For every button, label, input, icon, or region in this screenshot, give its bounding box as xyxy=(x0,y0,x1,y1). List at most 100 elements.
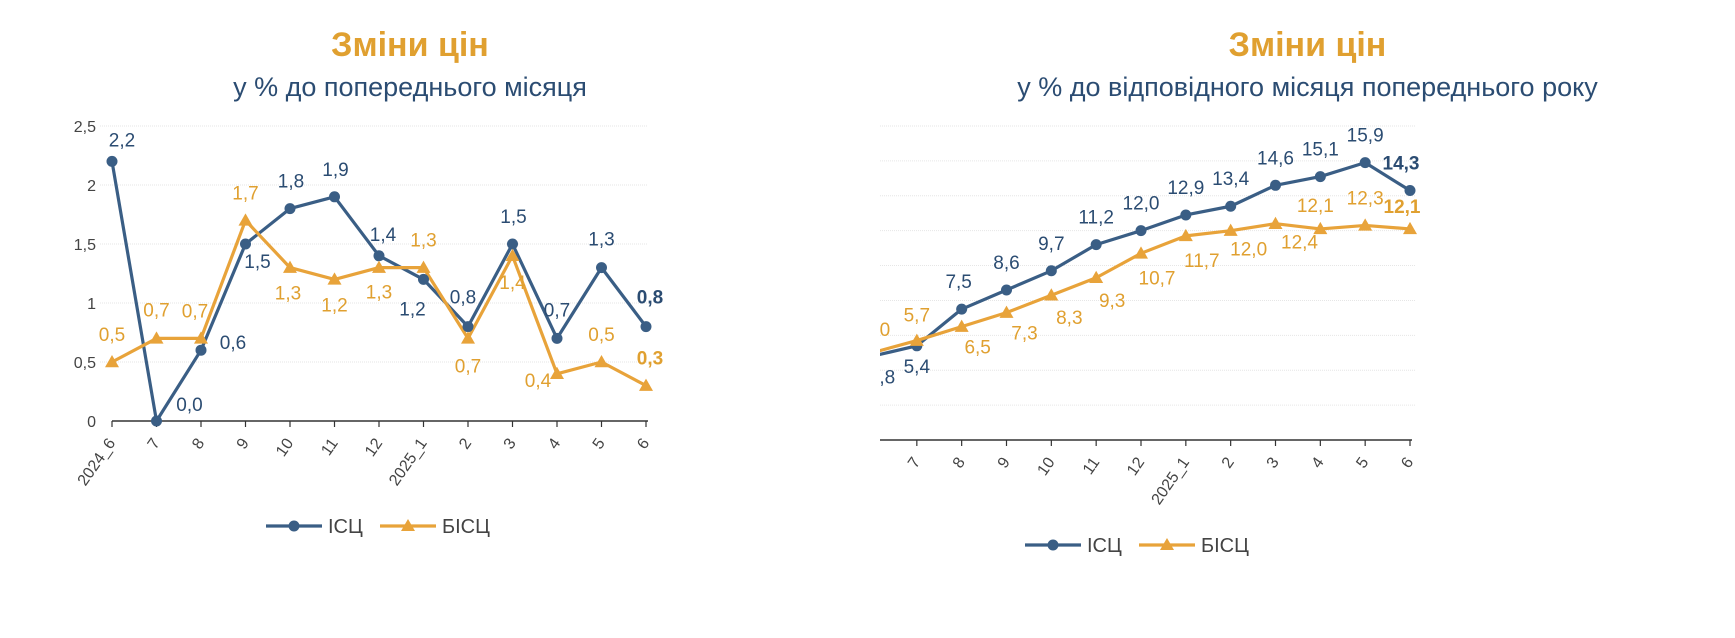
bisc-data-label: 1,7 xyxy=(232,183,258,204)
bisc-point xyxy=(194,331,208,344)
isc-data-label: 5,4 xyxy=(904,357,931,378)
bisc-point xyxy=(1223,223,1238,236)
bisc-point xyxy=(1178,228,1193,242)
bisc-data-label: 5,0 xyxy=(880,320,890,341)
bisc-point xyxy=(1089,270,1104,284)
legend-bisc-marker xyxy=(1160,538,1174,550)
bisc-data-label: 0,5 xyxy=(588,325,614,346)
legend-bisc-label: БІСЦ xyxy=(442,516,490,538)
x-tick-label: 8 xyxy=(950,454,969,471)
isc-data-label: 14,6 xyxy=(1257,148,1294,169)
isc-point xyxy=(1270,179,1281,191)
bisc-point xyxy=(1268,216,1283,229)
legend-isc-marker xyxy=(288,520,300,532)
x-tick-label: 12 xyxy=(1124,454,1148,478)
isc-point xyxy=(195,344,207,356)
isc-point xyxy=(329,191,340,203)
bisc-point xyxy=(1403,221,1417,235)
isc-data-label: 15,1 xyxy=(1302,140,1339,161)
isc-data-label: 14,3 xyxy=(1383,154,1420,175)
isc-data-label: 2,2 xyxy=(109,130,135,151)
bisc-point xyxy=(416,260,431,273)
bisc-data-label: 1,4 xyxy=(499,273,526,294)
bisc-data-label: 7,3 xyxy=(1011,324,1037,345)
bisc-point xyxy=(1044,288,1059,301)
bisc-data-label: 11,7 xyxy=(1184,251,1220,272)
x-tick-label: 11 xyxy=(1080,454,1104,477)
bisc-data-label: 1,3 xyxy=(410,231,436,252)
bisc-point xyxy=(149,331,164,344)
isc-point xyxy=(551,332,563,344)
bisc-data-label: 1,3 xyxy=(366,283,392,304)
isc-point xyxy=(1225,200,1237,212)
x-tick-label: 9 xyxy=(234,435,253,452)
isc-data-label: 1,5 xyxy=(500,207,526,228)
isc-data-label: 0,0 xyxy=(176,395,202,416)
bisc-data-label: 10,7 xyxy=(1139,268,1176,289)
y-tick-label: 1,5 xyxy=(74,237,96,254)
x-tick-label: 10 xyxy=(273,435,297,459)
isc-data-label: 11,2 xyxy=(1078,208,1114,229)
x-tick-label: 7 xyxy=(905,454,924,471)
x-tick-label: 8 xyxy=(189,435,208,452)
x-tick-label: 6 xyxy=(634,435,653,452)
isc-point xyxy=(1314,171,1326,183)
x-tick-label: 2024_6 xyxy=(75,435,120,489)
isc-point xyxy=(596,262,607,274)
x-tick-label: 11 xyxy=(318,435,342,458)
bisc-data-label: 0,7 xyxy=(143,300,169,321)
isc-point xyxy=(1180,209,1192,221)
isc-point xyxy=(1090,239,1102,251)
isc-data-label: 15,9 xyxy=(1347,126,1384,147)
isc-data-label: 8,6 xyxy=(993,253,1019,274)
chart-right: Зміни цін у % до відповідного місяця поп… xyxy=(880,0,1735,638)
isc-data-label: 1,5 xyxy=(244,252,270,273)
isc-point xyxy=(1135,225,1147,237)
x-tick-label: 6 xyxy=(1398,454,1417,471)
x-tick-label: 7 xyxy=(145,435,164,452)
isc-data-label: 1,9 xyxy=(322,160,348,181)
bisc-data-label: 12,4 xyxy=(1281,233,1318,254)
isc-data-label: 0,6 xyxy=(220,333,246,354)
chart-subtitle: у % до попереднього місяця xyxy=(233,72,587,102)
bisc-data-label: 0,5 xyxy=(99,325,125,346)
isc-point xyxy=(1001,284,1012,296)
isc-point xyxy=(1359,157,1371,169)
x-tick-label: 4 xyxy=(1309,454,1328,471)
bisc-data-label: 1,3 xyxy=(275,284,301,305)
bisc-data-label: 9,3 xyxy=(1099,291,1125,312)
bisc-data-label: 12,1 xyxy=(1297,196,1334,217)
x-tick-label: 9 xyxy=(995,454,1014,471)
isc-point xyxy=(640,321,652,333)
isc-data-label: 9,7 xyxy=(1038,234,1064,255)
legend-isc-label: ІСЦ xyxy=(1087,535,1122,557)
bisc-data-label: 12,3 xyxy=(1347,188,1384,209)
isc-point xyxy=(1404,185,1416,197)
bisc-point xyxy=(505,248,520,262)
bisc-point xyxy=(594,355,609,368)
bisc-data-label: 12,0 xyxy=(1230,240,1267,261)
x-tick-label: 5 xyxy=(1353,454,1372,471)
x-tick-label: 3 xyxy=(501,435,520,452)
isc-data-label: 7,5 xyxy=(945,272,971,293)
legend-isc-marker xyxy=(1047,539,1059,551)
y-tick-label: 2 xyxy=(87,178,96,195)
x-tick-label: 4 xyxy=(545,435,564,452)
bisc-data-label: 0,7 xyxy=(455,356,481,377)
isc-point xyxy=(507,238,518,250)
legend-bisc-marker xyxy=(401,519,415,531)
x-tick-label: 12 xyxy=(362,435,386,459)
isc-data-label: 1,8 xyxy=(278,172,304,193)
isc-point xyxy=(418,273,429,285)
isc-point xyxy=(1045,265,1057,277)
isc-data-label: 1,2 xyxy=(399,299,425,320)
bisc-point xyxy=(238,213,253,226)
chart-title: Зміни цін xyxy=(1228,26,1387,64)
y-tick-label: 1 xyxy=(87,296,96,313)
x-tick-label: 2 xyxy=(1219,454,1238,471)
x-tick-label: 2025_1 xyxy=(1149,454,1194,508)
bisc-point xyxy=(909,333,924,346)
bisc-data-label: 0,3 xyxy=(637,349,663,370)
legend-bisc-label: БІСЦ xyxy=(1201,535,1249,557)
